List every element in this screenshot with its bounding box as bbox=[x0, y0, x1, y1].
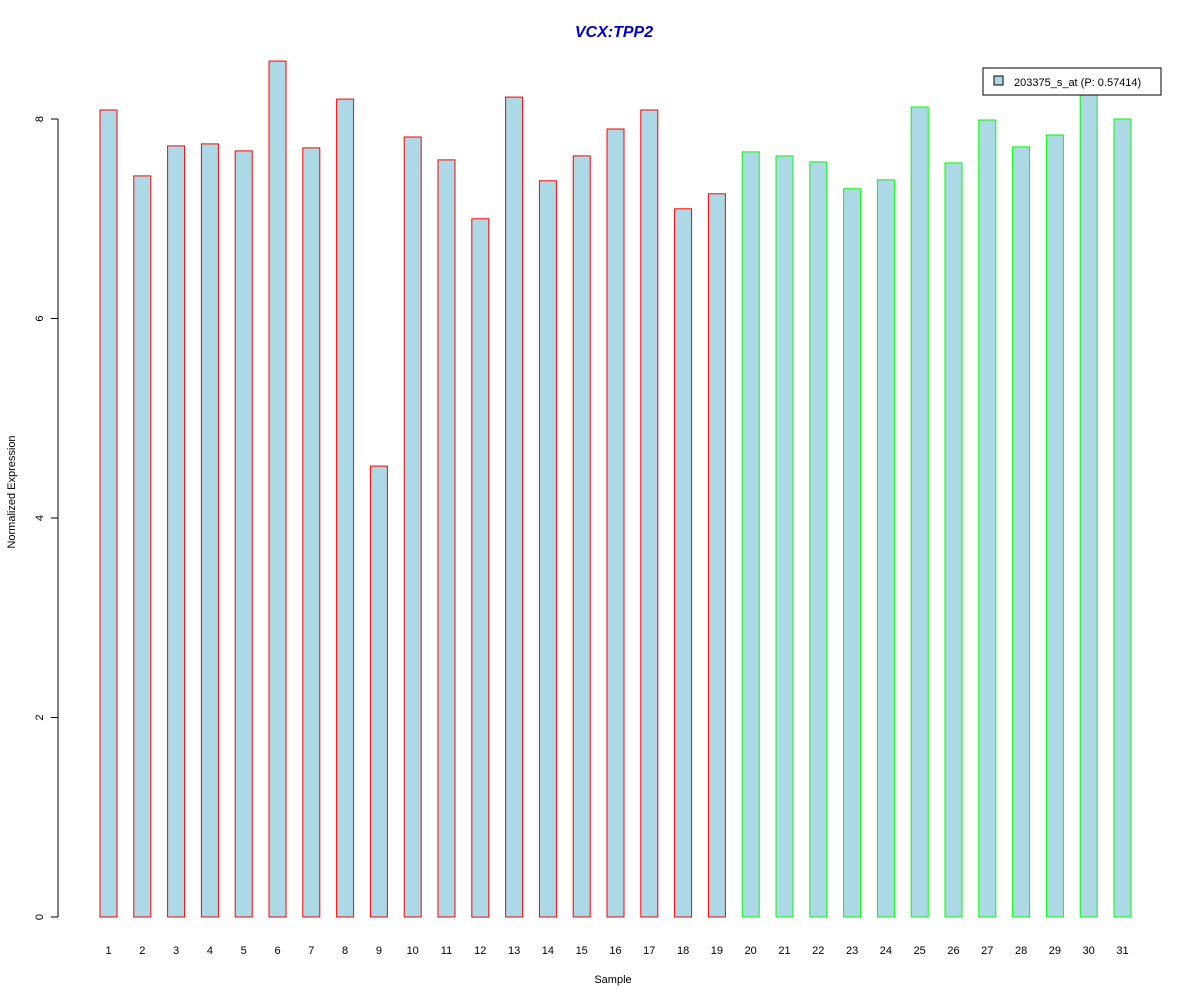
legend-box bbox=[982, 67, 1162, 96]
bar-sample-11 bbox=[437, 159, 456, 918]
legend-entry: 203375_s_at (P: 0.57414) bbox=[1014, 77, 1141, 89]
bar-sample-10 bbox=[403, 136, 422, 918]
bar-sample-3 bbox=[167, 145, 186, 918]
x-tick-label: 10 bbox=[407, 945, 419, 957]
y-tick-label: 6 bbox=[34, 315, 46, 321]
bar-sample-26 bbox=[944, 162, 963, 918]
bar-sample-17 bbox=[640, 109, 659, 918]
x-tick-label: 20 bbox=[745, 945, 757, 957]
x-tick-label: 14 bbox=[542, 945, 554, 957]
bar-sample-16 bbox=[606, 128, 625, 918]
bar-sample-15 bbox=[572, 155, 591, 918]
x-tick-label: 5 bbox=[241, 945, 247, 957]
x-tick-label: 8 bbox=[342, 945, 348, 957]
y-axis: 0 2 4 6 8 bbox=[34, 116, 59, 920]
bar-sample-6 bbox=[268, 60, 287, 918]
x-tick-label: 24 bbox=[880, 945, 892, 957]
x-tick-label: 27 bbox=[981, 945, 993, 957]
bar-sample-13 bbox=[505, 96, 524, 918]
bar-sample-24 bbox=[876, 179, 895, 918]
x-tick-label: 7 bbox=[308, 945, 314, 957]
bars bbox=[99, 60, 1132, 918]
x-tick-label: 31 bbox=[1116, 945, 1128, 957]
bar-sample-4 bbox=[200, 143, 219, 918]
bar-sample-2 bbox=[133, 175, 152, 918]
bar-sample-31 bbox=[1113, 118, 1132, 918]
x-tick-label: 9 bbox=[376, 945, 382, 957]
bar-sample-18 bbox=[674, 208, 693, 918]
x-axis-label: Sample bbox=[594, 974, 631, 986]
x-tick-label: 28 bbox=[1015, 945, 1027, 957]
x-tick-label: 1 bbox=[105, 945, 111, 957]
bar-sample-9 bbox=[369, 465, 388, 918]
x-tick-labels: 1 2 3 4 5 6 7 8 9 10 11 12 13 14 15 16 17 18 19 20 21 22 23 24 2… bbox=[105, 945, 1128, 957]
bar-sample-21 bbox=[775, 155, 794, 918]
y-tick-label: 8 bbox=[34, 116, 46, 122]
legend: 203375_s_at (P: 0.57414) bbox=[982, 67, 1162, 96]
bar-sample-12 bbox=[471, 218, 490, 918]
y-tick-label: 0 bbox=[34, 914, 46, 920]
bar-sample-28 bbox=[1012, 146, 1031, 918]
bar-sample-23 bbox=[843, 188, 862, 918]
bar-sample-14 bbox=[538, 180, 557, 918]
chart-title: VCX:TPP2 bbox=[575, 24, 653, 41]
y-tick-label: 4 bbox=[34, 515, 46, 521]
bar-sample-30 bbox=[1079, 91, 1098, 918]
bar-sample-8 bbox=[336, 98, 355, 918]
x-tick-label: 23 bbox=[846, 945, 858, 957]
x-tick-label: 3 bbox=[173, 945, 179, 957]
x-tick-label: 15 bbox=[576, 945, 588, 957]
bar-sample-1 bbox=[99, 109, 118, 918]
x-tick-label: 16 bbox=[609, 945, 621, 957]
x-tick-label: 30 bbox=[1083, 945, 1095, 957]
legend-swatch bbox=[993, 75, 1004, 86]
x-tick-label: 4 bbox=[207, 945, 213, 957]
x-tick-label: 18 bbox=[677, 945, 689, 957]
x-tick-label: 21 bbox=[778, 945, 790, 957]
bar-sample-29 bbox=[1045, 134, 1064, 918]
x-tick-label: 29 bbox=[1049, 945, 1061, 957]
bar-sample-20 bbox=[741, 151, 760, 918]
x-tick-label: 11 bbox=[441, 945, 452, 957]
bar-sample-19 bbox=[707, 193, 726, 918]
bar-sample-5 bbox=[234, 150, 253, 918]
x-tick-label: 6 bbox=[274, 945, 280, 957]
bar-sample-25 bbox=[910, 106, 929, 918]
x-tick-label: 13 bbox=[508, 945, 520, 957]
x-tick-label: 25 bbox=[914, 945, 926, 957]
x-tick-label: 26 bbox=[947, 945, 959, 957]
bar-sample-22 bbox=[809, 161, 828, 918]
bar-sample-27 bbox=[978, 119, 997, 918]
x-tick-label: 2 bbox=[139, 945, 145, 957]
bar-sample-7 bbox=[302, 147, 321, 918]
x-tick-label: 12 bbox=[474, 945, 486, 957]
x-tick-label: 22 bbox=[812, 945, 824, 957]
x-tick-label: 17 bbox=[643, 945, 655, 957]
y-tick-label: 2 bbox=[34, 714, 46, 720]
y-axis-label: Normalized Expression bbox=[6, 435, 18, 548]
x-tick-label: 19 bbox=[711, 945, 723, 957]
